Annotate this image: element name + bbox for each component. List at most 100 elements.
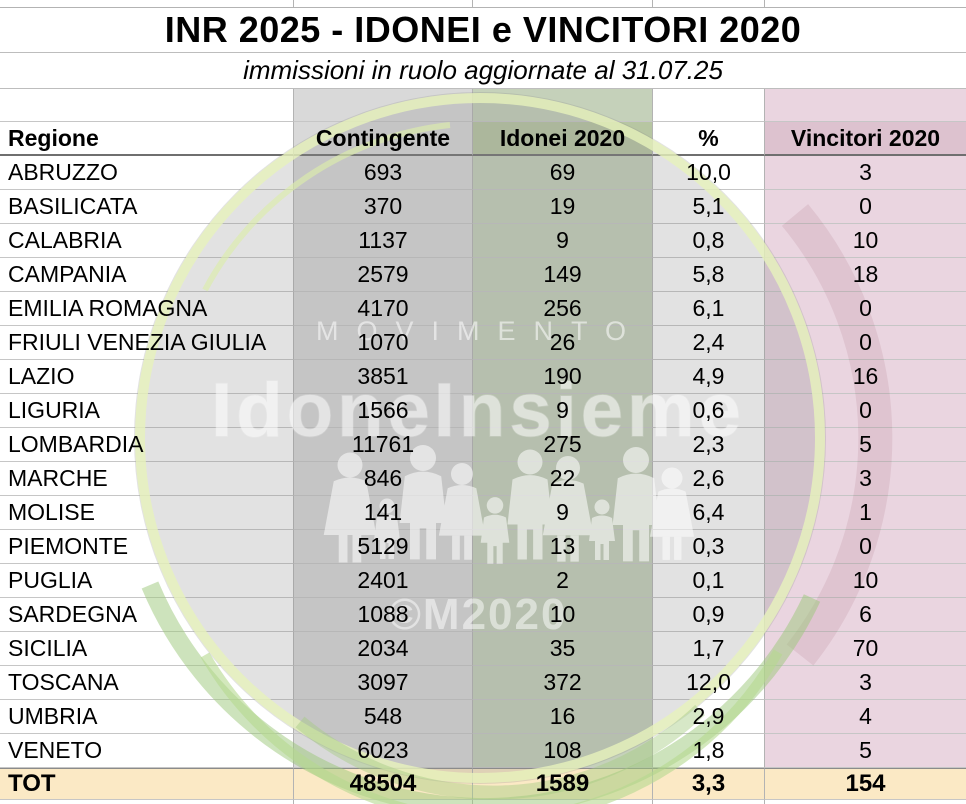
total-vincitori-cell[interactable]: 154	[765, 768, 966, 800]
region-cell[interactable]: TOSCANA	[0, 666, 294, 700]
region-cell[interactable]: VENETO	[0, 734, 294, 768]
idonei-cell[interactable]: 2	[473, 564, 653, 598]
region-cell[interactable]: SICILIA	[0, 632, 294, 666]
idonei-cell[interactable]: 275	[473, 428, 653, 462]
contingente-cell[interactable]: 1088	[294, 598, 473, 632]
idonei-cell[interactable]: 149	[473, 258, 653, 292]
contingente-cell[interactable]: 846	[294, 462, 473, 496]
percent-cell[interactable]: 2,6	[653, 462, 765, 496]
region-cell[interactable]: LIGURIA	[0, 394, 294, 428]
percent-cell[interactable]: 0,3	[653, 530, 765, 564]
contingente-cell[interactable]: 141	[294, 496, 473, 530]
column-header-regione[interactable]: Regione	[0, 122, 294, 156]
contingente-cell[interactable]: 11761	[294, 428, 473, 462]
contingente-cell[interactable]: 2579	[294, 258, 473, 292]
region-cell[interactable]: MARCHE	[0, 462, 294, 496]
region-cell[interactable]: ABRUZZO	[0, 156, 294, 190]
percent-cell[interactable]: 4,9	[653, 360, 765, 394]
idonei-cell[interactable]: 10	[473, 598, 653, 632]
vincitori-cell[interactable]: 3	[765, 666, 966, 700]
idonei-cell[interactable]: 190	[473, 360, 653, 394]
idonei-cell[interactable]: 372	[473, 666, 653, 700]
column-header-percent[interactable]: %	[653, 122, 765, 156]
percent-cell[interactable]: 2,3	[653, 428, 765, 462]
vincitori-cell[interactable]: 16	[765, 360, 966, 394]
total-idonei-cell[interactable]: 1589	[473, 768, 653, 800]
contingente-cell[interactable]: 1137	[294, 224, 473, 258]
contingente-cell[interactable]: 2034	[294, 632, 473, 666]
column-header-contingente[interactable]: Contingente	[294, 122, 473, 156]
region-cell[interactable]: LAZIO	[0, 360, 294, 394]
contingente-cell[interactable]: 3097	[294, 666, 473, 700]
region-cell[interactable]: PIEMONTE	[0, 530, 294, 564]
percent-cell[interactable]: 5,8	[653, 258, 765, 292]
vincitori-cell[interactable]: 70	[765, 632, 966, 666]
vincitori-cell[interactable]: 10	[765, 564, 966, 598]
idonei-cell[interactable]: 26	[473, 326, 653, 360]
contingente-cell[interactable]: 2401	[294, 564, 473, 598]
vincitori-cell[interactable]: 3	[765, 462, 966, 496]
percent-cell[interactable]: 0,9	[653, 598, 765, 632]
percent-cell[interactable]: 1,7	[653, 632, 765, 666]
percent-cell[interactable]: 0,1	[653, 564, 765, 598]
contingente-cell[interactable]: 3851	[294, 360, 473, 394]
vincitori-cell[interactable]: 5	[765, 428, 966, 462]
region-cell[interactable]: CALABRIA	[0, 224, 294, 258]
contingente-cell[interactable]: 1070	[294, 326, 473, 360]
region-cell[interactable]: CAMPANIA	[0, 258, 294, 292]
idonei-cell[interactable]: 22	[473, 462, 653, 496]
vincitori-cell[interactable]: 10	[765, 224, 966, 258]
idonei-cell[interactable]: 69	[473, 156, 653, 190]
idonei-cell[interactable]: 108	[473, 734, 653, 768]
percent-cell[interactable]: 2,9	[653, 700, 765, 734]
idonei-cell[interactable]: 9	[473, 394, 653, 428]
region-cell[interactable]: PUGLIA	[0, 564, 294, 598]
column-header-vincitori[interactable]: Vincitori 2020	[765, 122, 966, 156]
vincitori-cell[interactable]: 3	[765, 156, 966, 190]
vincitori-cell[interactable]: 6	[765, 598, 966, 632]
percent-cell[interactable]: 6,1	[653, 292, 765, 326]
idonei-cell[interactable]: 9	[473, 496, 653, 530]
contingente-cell[interactable]: 693	[294, 156, 473, 190]
idonei-cell[interactable]: 19	[473, 190, 653, 224]
vincitori-cell[interactable]: 0	[765, 326, 966, 360]
vincitori-cell[interactable]: 0	[765, 530, 966, 564]
contingente-cell[interactable]: 1566	[294, 394, 473, 428]
vincitori-cell[interactable]: 1	[765, 496, 966, 530]
region-cell[interactable]: FRIULI VENEZIA GIULIA	[0, 326, 294, 360]
column-header-idonei[interactable]: Idonei 2020	[473, 122, 653, 156]
idonei-cell[interactable]: 9	[473, 224, 653, 258]
idonei-cell[interactable]: 256	[473, 292, 653, 326]
contingente-cell[interactable]: 4170	[294, 292, 473, 326]
percent-cell[interactable]: 1,8	[653, 734, 765, 768]
vincitori-cell[interactable]: 5	[765, 734, 966, 768]
region-cell[interactable]: BASILICATA	[0, 190, 294, 224]
contingente-cell[interactable]: 548	[294, 700, 473, 734]
total-percent-cell[interactable]: 3,3	[653, 768, 765, 800]
idonei-cell[interactable]: 35	[473, 632, 653, 666]
vincitori-cell[interactable]: 18	[765, 258, 966, 292]
vincitori-cell[interactable]: 0	[765, 190, 966, 224]
percent-cell[interactable]: 12,0	[653, 666, 765, 700]
contingente-cell[interactable]: 5129	[294, 530, 473, 564]
percent-cell[interactable]: 10,0	[653, 156, 765, 190]
total-contingente-cell[interactable]: 48504	[294, 768, 473, 800]
idonei-cell[interactable]: 16	[473, 700, 653, 734]
region-cell[interactable]: LOMBARDIA	[0, 428, 294, 462]
idonei-cell[interactable]: 13	[473, 530, 653, 564]
vincitori-cell[interactable]: 0	[765, 394, 966, 428]
region-cell[interactable]: UMBRIA	[0, 700, 294, 734]
region-cell[interactable]: EMILIA ROMAGNA	[0, 292, 294, 326]
contingente-cell[interactable]: 6023	[294, 734, 473, 768]
percent-cell[interactable]: 0,6	[653, 394, 765, 428]
vincitori-cell[interactable]: 0	[765, 292, 966, 326]
percent-cell[interactable]: 2,4	[653, 326, 765, 360]
region-cell[interactable]: SARDEGNA	[0, 598, 294, 632]
percent-cell[interactable]: 6,4	[653, 496, 765, 530]
percent-cell[interactable]: 5,1	[653, 190, 765, 224]
region-cell[interactable]: MOLISE	[0, 496, 294, 530]
contingente-cell[interactable]: 370	[294, 190, 473, 224]
vincitori-cell[interactable]: 4	[765, 700, 966, 734]
percent-cell[interactable]: 0,8	[653, 224, 765, 258]
total-label-cell[interactable]: TOT	[0, 768, 294, 800]
